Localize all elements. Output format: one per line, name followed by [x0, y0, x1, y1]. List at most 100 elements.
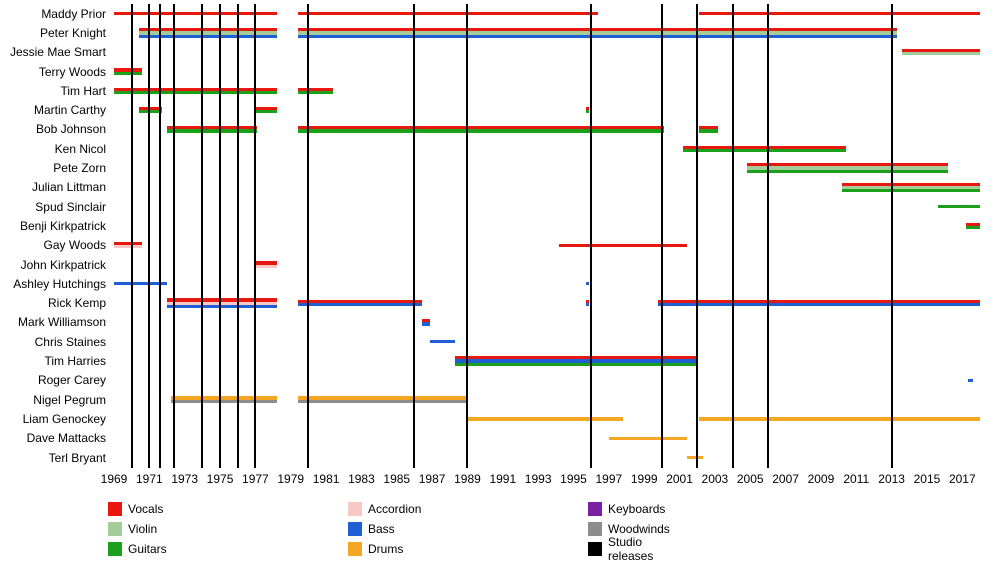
legend-item: Bass — [348, 520, 421, 538]
member-label: Terl Bryant — [0, 451, 106, 465]
year-tick-label: 1979 — [277, 472, 304, 486]
year-tick-label: 1973 — [171, 472, 198, 486]
member-label: John Kirkpatrick — [0, 258, 106, 272]
timeline-bar — [699, 129, 718, 132]
legend-item: Vocals — [108, 500, 167, 518]
legend-label: Woodwinds — [608, 522, 670, 536]
legend-label: Violin — [128, 522, 157, 536]
year-tick-label: 1989 — [454, 472, 481, 486]
year-tick-label: 2015 — [914, 472, 941, 486]
member-label: Dave Mattacks — [0, 431, 106, 445]
timeline-bar — [422, 322, 431, 325]
year-tick-label: 2017 — [949, 472, 976, 486]
studio-release-line — [159, 4, 161, 468]
studio-release-line — [219, 4, 221, 468]
timeline-bar — [966, 226, 980, 229]
studio-release-line — [696, 4, 698, 468]
timeline-bar — [255, 265, 276, 268]
timeline-bar — [298, 400, 468, 403]
legend-column: KeyboardsWoodwindsStudio releases — [588, 500, 670, 560]
member-label: Tim Harries — [0, 354, 106, 368]
studio-release-line — [891, 4, 893, 468]
legend-label: Vocals — [128, 502, 163, 516]
year-tick-label: 2005 — [737, 472, 764, 486]
timeline-bar — [298, 91, 333, 94]
legend-item: Accordion — [348, 500, 421, 518]
legend-column: Vocals Violin Guitars — [108, 500, 167, 560]
timeline-bar — [586, 110, 589, 113]
year-tick-label: 2011 — [843, 472, 869, 486]
timeline-bar — [114, 91, 277, 94]
studio-release-line — [466, 4, 468, 468]
studio-release-line — [131, 4, 133, 468]
member-label: Gay Woods — [0, 238, 106, 252]
timeline-bar — [683, 149, 846, 152]
member-label: Ashley Hutchings — [0, 277, 106, 291]
timeline-bar — [298, 12, 598, 15]
member-label: Tim Hart — [0, 84, 106, 98]
year-tick-label: 2003 — [702, 472, 729, 486]
timeline-bar — [902, 52, 980, 55]
timeline-bar — [699, 12, 980, 15]
member-label: Liam Genockey — [0, 412, 106, 426]
timeline-bar — [559, 244, 686, 247]
year-tick-label: 1977 — [242, 472, 269, 486]
legend-swatch — [588, 522, 602, 536]
studio-release-line — [173, 4, 175, 468]
year-tick-label: 1999 — [631, 472, 658, 486]
member-label: Rick Kemp — [0, 296, 106, 310]
timeline-bar — [586, 282, 589, 285]
legend-item: Studio releases — [588, 540, 670, 558]
member-label: Bob Johnson — [0, 122, 106, 136]
timeline-bar — [658, 303, 980, 306]
timeline-bar — [938, 205, 980, 208]
year-tick-label: 1993 — [525, 472, 552, 486]
member-label: Martin Carthy — [0, 103, 106, 117]
member-label: Pete Zorn — [0, 161, 106, 175]
timeline-bar — [255, 110, 276, 113]
timeline-bar — [298, 129, 664, 132]
year-tick-label: 1997 — [595, 472, 622, 486]
studio-release-line — [237, 4, 239, 468]
legend-column: AccordionBassDrums — [348, 500, 421, 560]
timeline-bar — [298, 35, 897, 38]
timeline-bar — [167, 129, 257, 132]
member-label: Benji Kirkpatrick — [0, 219, 106, 233]
member-label: Ken Nicol — [0, 142, 106, 156]
timeline-bar — [167, 305, 277, 308]
timeline-bar — [968, 379, 973, 382]
year-tick-label: 2013 — [878, 472, 905, 486]
timeline-bar — [586, 303, 589, 306]
year-tick-label: 1991 — [489, 472, 516, 486]
member-label: Spud Sinclair — [0, 200, 106, 214]
timeline-bar — [609, 437, 687, 440]
year-tick-label: 2007 — [772, 472, 799, 486]
member-label: Maddy Prior — [0, 7, 106, 21]
member-label: Nigel Pegrum — [0, 393, 106, 407]
legend-item: Keyboards — [588, 500, 670, 518]
legend-swatch — [348, 502, 362, 516]
year-tick-label: 1969 — [101, 472, 128, 486]
studio-release-line — [148, 4, 150, 468]
year-tick-label: 1975 — [207, 472, 234, 486]
chart-wrapper: Maddy PriorPeter KnightJessie Mae SmartT… — [0, 0, 1000, 580]
legend-swatch — [588, 502, 602, 516]
member-label: Mark Williamson — [0, 315, 106, 329]
legend-label: Accordion — [368, 502, 421, 516]
member-label: Peter Knight — [0, 26, 106, 40]
studio-release-line — [732, 4, 734, 468]
legend-swatch — [108, 502, 122, 516]
studio-release-line — [307, 4, 309, 468]
plot-area — [114, 4, 980, 468]
legend-label: Bass — [368, 522, 395, 536]
legend-swatch — [108, 522, 122, 536]
timeline-bar — [114, 72, 142, 75]
member-label: Terry Woods — [0, 65, 106, 79]
legend-label: Studio releases — [608, 535, 670, 563]
year-tick-label: 1995 — [560, 472, 587, 486]
timeline-bar — [687, 456, 703, 459]
timeline-bar — [842, 189, 980, 192]
legend-item: Guitars — [108, 540, 167, 558]
legend-swatch — [348, 522, 362, 536]
timeline-bar — [298, 303, 422, 306]
